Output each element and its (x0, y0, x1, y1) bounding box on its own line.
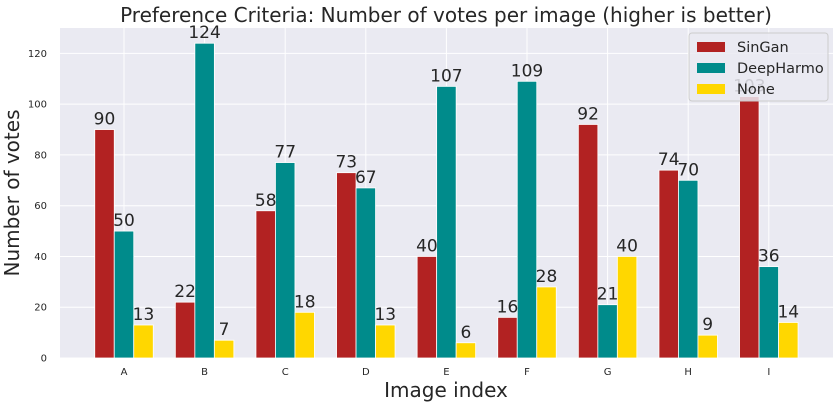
bar-deepharmo-h (678, 179, 699, 359)
x-tick-label: F (524, 367, 530, 378)
legend-label: DeepHarmo (737, 61, 824, 77)
data-label: 109 (511, 61, 543, 81)
x-tick-label: C (282, 367, 289, 378)
data-label: 74 (658, 150, 680, 170)
data-label: 14 (777, 302, 799, 322)
bar-none-c (294, 311, 315, 359)
bar-none-a (133, 324, 154, 359)
x-tick-labels: A B C D E F G H I (121, 367, 771, 378)
data-label: 40 (416, 236, 438, 256)
chart-title: Preference Criteria: Number of votes per… (120, 3, 772, 27)
bars (94, 42, 799, 359)
bar-singan-a (94, 129, 115, 359)
y-tick-label: 120 (28, 49, 47, 60)
bar-singan-b (174, 301, 196, 359)
data-label: 90 (94, 110, 116, 130)
data-labels: 9022587340169274103501247767107109217036… (94, 23, 799, 343)
data-label: 70 (677, 160, 699, 180)
data-label: 40 (616, 236, 638, 256)
bar-deepharmo-c (275, 162, 296, 359)
data-label: 124 (188, 23, 220, 43)
data-label: 13 (374, 305, 396, 325)
y-tick-label: 40 (34, 252, 47, 263)
legend-label: None (737, 82, 775, 98)
data-label: 92 (577, 104, 599, 124)
data-label: 67 (355, 168, 377, 188)
bar-singan-f (497, 316, 518, 359)
data-label: 36 (758, 247, 780, 267)
data-label: 77 (274, 143, 296, 163)
bar-singan-i (739, 96, 760, 359)
bar-none-h (697, 334, 718, 359)
x-tick-label: I (767, 367, 770, 378)
bar-singan-d (336, 172, 357, 359)
data-label: 50 (113, 211, 135, 231)
bar-deepharmo-i (758, 266, 779, 359)
x-tick-label: D (362, 367, 370, 378)
data-label: 107 (430, 66, 462, 86)
legend-swatch (697, 63, 725, 73)
legend-label: SinGan (737, 40, 789, 56)
data-label: 13 (133, 305, 155, 325)
legend-swatch (697, 42, 725, 52)
x-tick-label: B (201, 367, 208, 378)
bar-none-e (455, 342, 477, 359)
y-tick-label: 20 (34, 303, 47, 314)
data-label: 7 (219, 320, 230, 340)
data-label: 16 (497, 297, 519, 317)
x-axis-label: Image index (384, 378, 508, 402)
data-label: 73 (335, 153, 357, 173)
x-tick-label: H (684, 367, 692, 378)
bar-deepharmo-f (516, 80, 538, 359)
data-label: 28 (536, 267, 558, 287)
data-label: 22 (174, 282, 196, 302)
x-tick-label: E (443, 367, 449, 378)
bar-singan-e (416, 256, 438, 359)
bar-deepharmo-d (355, 187, 376, 359)
y-tick-label: 100 (28, 100, 47, 111)
bar-singan-h (658, 169, 679, 359)
data-label: 58 (255, 191, 277, 211)
bar-none-f (536, 286, 557, 359)
y-tick-labels: 0 20 40 60 80 100 120 (28, 49, 47, 365)
legend-swatch (697, 84, 725, 94)
y-tick-label: 80 (34, 150, 47, 161)
bar-deepharmo-e (436, 85, 457, 359)
bar-none-b (213, 339, 235, 359)
data-label: 6 (460, 323, 471, 343)
data-label: 21 (597, 285, 619, 305)
y-axis-label: Number of votes (0, 110, 24, 277)
bar-none-i (778, 322, 799, 359)
data-label: 9 (702, 315, 713, 335)
data-label: 18 (294, 292, 316, 312)
bar-singan-g (577, 124, 599, 359)
y-tick-label: 60 (34, 201, 47, 212)
bar-deepharmo-g (597, 304, 618, 359)
bar-singan-c (255, 210, 276, 359)
bar-deepharmo-a (113, 230, 135, 359)
x-tick-label: A (121, 367, 128, 378)
bar-none-d (375, 324, 396, 359)
bar-deepharmo-b (194, 42, 215, 359)
bar-none-g (616, 256, 638, 359)
y-tick-label: 0 (41, 354, 47, 365)
x-tick-label: G (604, 367, 612, 378)
legend: SinGan DeepHarmo None (688, 32, 829, 102)
